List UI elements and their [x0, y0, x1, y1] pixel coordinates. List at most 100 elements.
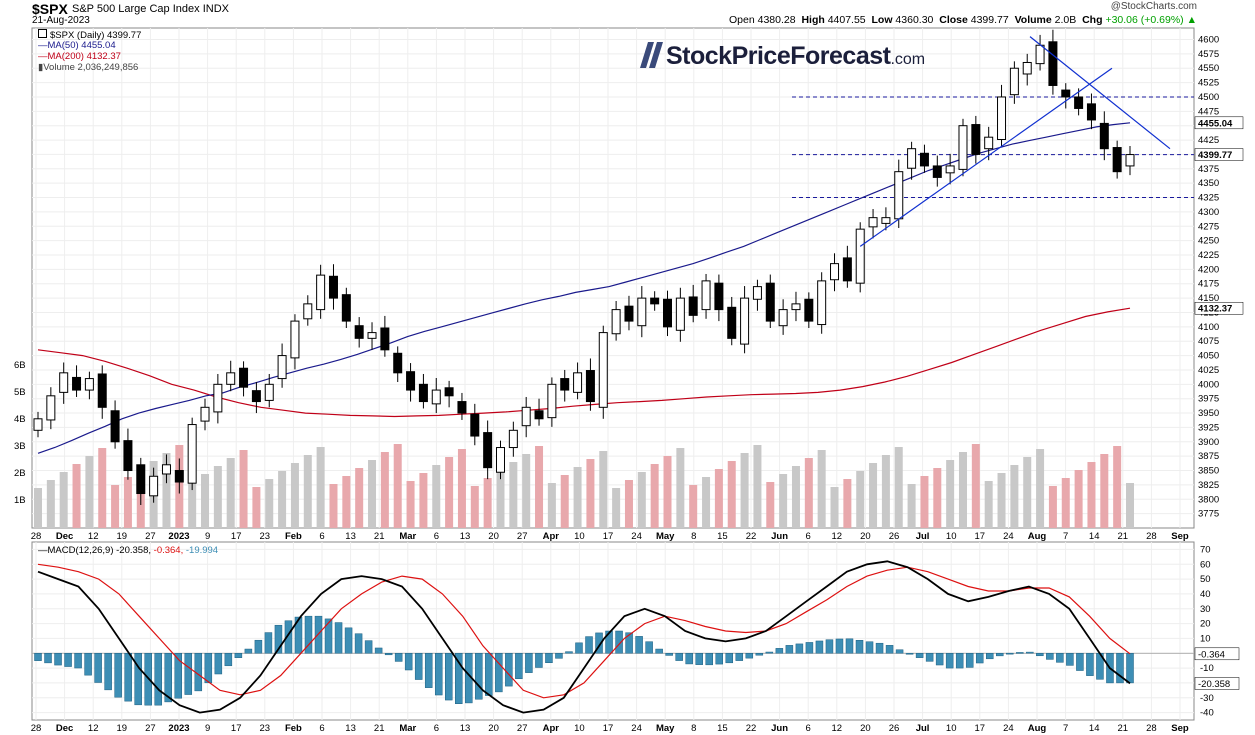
date-tick-label-macd: Feb — [285, 723, 302, 734]
date-tick-label-macd: 8 — [691, 723, 696, 734]
watermark-logo: StockPriceForecast.com — [638, 42, 925, 71]
macd-hist-bar — [44, 653, 52, 664]
candle-body — [123, 440, 133, 472]
candle-body — [984, 136, 994, 150]
date-tick-label: 27 — [145, 531, 156, 542]
price-tick-label: 4375 — [1198, 164, 1219, 175]
date-tick-label-macd: 9 — [205, 723, 210, 734]
macd-hist-bar — [254, 639, 263, 654]
volume-bars — [34, 444, 1134, 528]
volume-bar — [624, 480, 633, 528]
date-tick-label-macd: Mar — [399, 723, 416, 734]
legend-ma200: —MA(200) 4132.37 — [38, 51, 121, 62]
macd-hist-bar — [545, 653, 553, 663]
candle-body — [971, 124, 981, 155]
price-tick-label: 4250 — [1198, 236, 1219, 247]
price-tick-label: 4100 — [1198, 322, 1219, 333]
date-tick-label: 12 — [88, 531, 99, 542]
macd-hist-bar — [244, 648, 253, 654]
macd-hist-bar — [445, 653, 453, 701]
date-tick-label: 17 — [603, 531, 614, 542]
price-tick-label: 4350 — [1198, 178, 1219, 189]
macd-hist-bar — [414, 653, 423, 680]
candle-body — [174, 470, 184, 483]
macd-hist-bar — [1116, 653, 1124, 684]
price-tick-label: 4225 — [1198, 250, 1219, 261]
volume-bar — [406, 481, 415, 528]
date-tick-label-macd: 6 — [434, 723, 439, 734]
volume-bar — [59, 472, 68, 528]
candle-body — [650, 297, 660, 305]
volume-bar — [1048, 486, 1057, 528]
macd-hist-bar — [985, 653, 994, 660]
price-axis: 4600457545504525450044754450442544004375… — [1194, 34, 1244, 520]
date-tick-label: 6 — [434, 531, 439, 542]
date-tick-label-macd: 14 — [1089, 723, 1100, 734]
macd-hist-bar — [1046, 653, 1054, 660]
volume-bar — [457, 449, 466, 528]
macd-hist-bar — [94, 653, 102, 683]
rising-trendline — [859, 67, 1113, 247]
date-tick-label: Mar — [399, 531, 416, 542]
candle-body — [380, 327, 390, 351]
date-tick-label-macd: 6 — [319, 723, 324, 734]
macd-tick-label: -30 — [1200, 693, 1214, 704]
volume-bar — [85, 456, 94, 528]
date-tick-label-macd: Jun — [771, 723, 788, 734]
macd-hist-bar — [354, 633, 363, 654]
date-tick-label-macd: 27 — [517, 723, 528, 734]
macd-hist-bar — [595, 632, 603, 654]
candle-body — [367, 332, 377, 339]
candle-body — [534, 410, 544, 420]
trendlines — [859, 36, 1171, 247]
macd-hist-bar — [1066, 653, 1074, 666]
candle-body — [919, 152, 929, 167]
price-tick-label: 4175 — [1198, 279, 1219, 290]
candle-body — [585, 370, 595, 403]
volume-bar — [380, 452, 389, 528]
macd-hist-bar — [1126, 653, 1134, 684]
macd-hist-bar — [695, 653, 703, 665]
macd-hist-bar — [775, 648, 784, 654]
symbol-full-name: S&P 500 Large Cap Index — [72, 3, 200, 15]
volume-tick-label: 4B — [14, 414, 26, 425]
date-tick-label-macd: 17 — [603, 723, 614, 734]
candle-body — [765, 282, 775, 322]
date-tick-label-macd: 2023 — [168, 723, 189, 734]
macd-hist-bar — [835, 638, 844, 654]
macd-hist-bar — [84, 653, 92, 676]
macd-hist-bar — [996, 653, 1004, 657]
macd-tick-label: 30 — [1200, 604, 1211, 615]
volume-bar — [1074, 470, 1083, 528]
price-tick-label: 4475 — [1198, 106, 1219, 117]
macd-hist-bar — [755, 653, 764, 656]
volume-bar — [997, 473, 1006, 528]
candle-body — [868, 217, 878, 228]
volume-bar — [894, 447, 903, 528]
date-tick-label: 24 — [1003, 531, 1014, 542]
date-tick-label: 8 — [691, 531, 696, 542]
price-tick-label: 3875 — [1198, 451, 1219, 462]
date-tick-label-macd: 20 — [860, 723, 871, 734]
candle-body — [663, 298, 673, 328]
volume-bar — [496, 470, 505, 528]
candle-body — [1099, 122, 1109, 150]
volume-value: 2.0B — [1054, 14, 1077, 26]
date-tick-label: 28 — [31, 531, 42, 542]
candle-body — [791, 303, 801, 311]
macd-hist-bar — [1016, 652, 1024, 654]
volume-bar — [72, 464, 81, 528]
macd-hist-bar — [274, 624, 283, 654]
candle-body — [521, 406, 531, 427]
price-tick-label: 4275 — [1198, 221, 1219, 232]
volume-bar — [663, 456, 672, 528]
volume-bar — [98, 448, 107, 528]
candle-body — [804, 298, 814, 322]
volume-bar — [753, 445, 762, 528]
macd-panel: 706050403020100-10-20-30-40-0.364-20.358 — [32, 544, 1240, 719]
macd-hist-bar — [364, 640, 373, 654]
macd-hist-bar — [845, 638, 854, 654]
candle-body — [778, 309, 788, 327]
signal-last-label: -0.364 — [1198, 649, 1225, 660]
legend-ma200-text: MA(200) 4132.37 — [47, 51, 121, 62]
